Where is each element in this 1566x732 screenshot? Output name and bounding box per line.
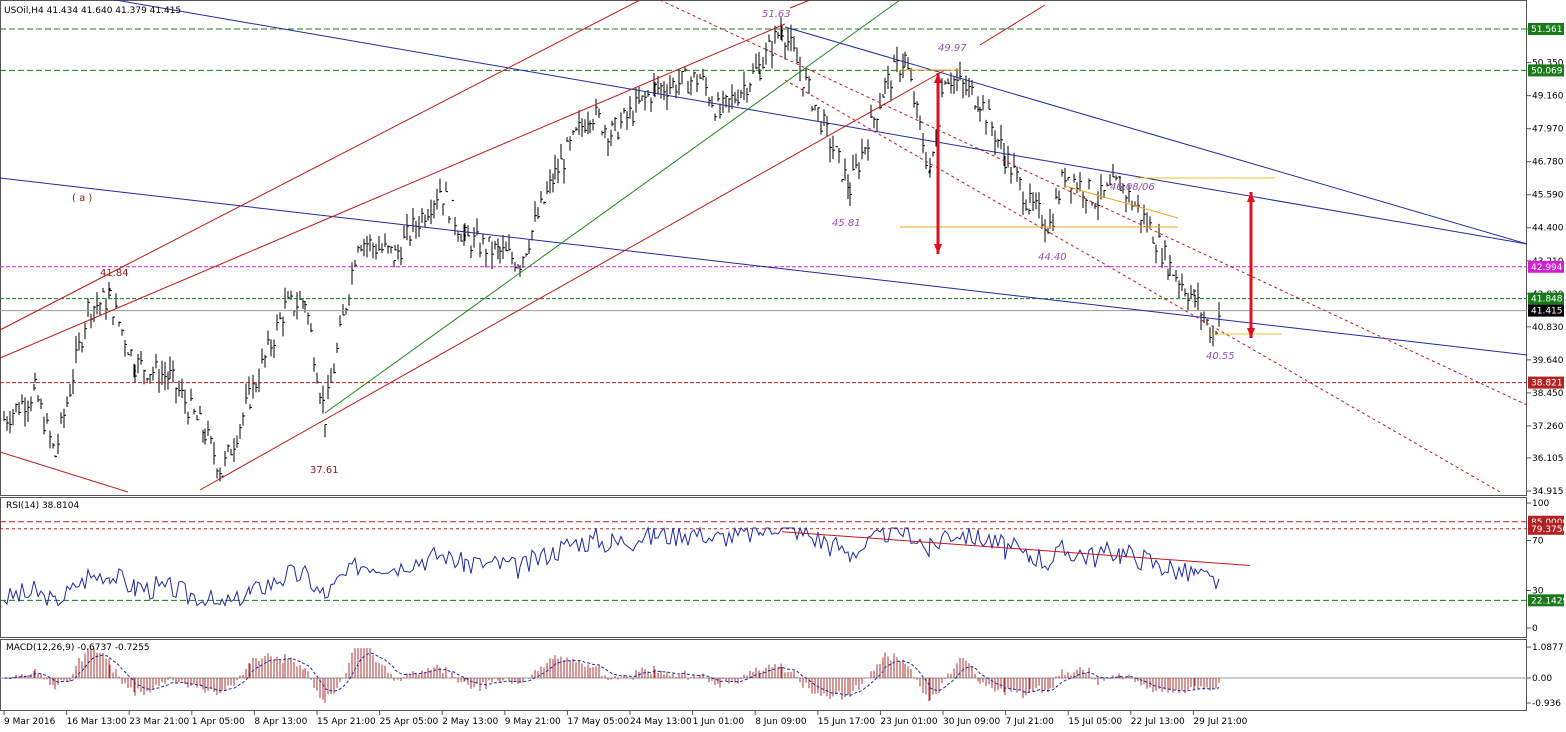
rsi-title: RSI(14) 38.8104	[6, 501, 79, 511]
annotation-37-61: 37.61	[310, 465, 339, 476]
price-tag: 38.821	[1531, 379, 1563, 389]
annotation-45-81: 45.81	[832, 218, 861, 229]
blue-channel-top	[784, 26, 1528, 245]
annotation-51-63: 51.63	[762, 9, 791, 20]
rsi-tag: 79.3750	[1531, 525, 1566, 535]
price-axis-label: 37.260	[1532, 422, 1564, 432]
annotation-46-08: 46.08/06	[1110, 182, 1155, 193]
measure-arrow-left-head-top	[934, 73, 942, 83]
green-trend	[324, 0, 901, 414]
time-axis-label: 23 Jun 01:00	[880, 717, 937, 727]
time-axis-label: 30 Jun 09:00	[943, 717, 1000, 727]
time-axis-label: 9 May 21:00	[505, 717, 561, 727]
rsi-line	[3, 526, 1220, 607]
price-tag: 51.561	[1531, 25, 1563, 35]
red-channel-lower	[199, 69, 946, 491]
price-tag-bg	[1528, 304, 1564, 317]
macd-axis-label: 0.00	[1532, 674, 1552, 684]
time-axis-label: 2 May 13:00	[442, 717, 498, 727]
time-axis-label: 1 Apr 05:00	[192, 717, 245, 727]
measure-arrow-right-head-bottom	[1247, 328, 1255, 338]
rsi-tag-bg	[1528, 594, 1564, 607]
price-tag-bg	[1528, 260, 1564, 273]
time-axis-label: 16 Mar 13:00	[67, 717, 127, 727]
price-axis-label: 49.160	[1532, 92, 1564, 102]
rsi-tag: 22.1429	[1531, 596, 1566, 606]
time-axis-label: 7 Jul 21:00	[1006, 717, 1055, 727]
time-axis-label: 15 Jul 05:00	[1068, 717, 1122, 727]
macd-axis-label: -0.936	[1532, 699, 1561, 709]
rsi-axis-label: 100	[1532, 499, 1549, 509]
rsi-divergence-line	[781, 531, 1251, 566]
orange-diag	[1064, 185, 1179, 219]
rsi-tag: 85.0000	[1531, 518, 1566, 528]
time-axis-label: 29 Jul 21:00	[1193, 717, 1247, 727]
price-tag: 42.994	[1531, 263, 1563, 273]
rsi-tag-bg	[1528, 522, 1564, 535]
red-channel-ext	[979, 4, 1046, 46]
price-axis-label: 46.780	[1532, 158, 1564, 168]
price-tag-bg	[1528, 64, 1564, 77]
rsi-axis-label: 0	[1532, 624, 1538, 634]
macd-title: MACD(12,26,9) -0.6737 -0.7255	[6, 643, 150, 653]
measure-arrow-right-head-top	[1247, 192, 1255, 202]
price-axis-label: 47.970	[1532, 125, 1564, 135]
red-channel-mid	[0, 23, 786, 359]
price-axis-label: 50.350	[1532, 59, 1564, 69]
time-axis-label: 15 Apr 21:00	[317, 717, 376, 727]
macd-signal-line	[3, 652, 1220, 696]
price-axis-label: 38.450	[1532, 389, 1564, 399]
main-price-layer	[0, 0, 1528, 493]
main-title: USOil,H4 41.434 41.640 41.379 41.415	[4, 6, 181, 16]
blue-channel-upper	[112, 0, 1528, 245]
time-axis-label: 23 Mar 21:00	[129, 717, 189, 727]
price-axis-label: 44.400	[1532, 224, 1564, 234]
price-tag-bg	[1528, 376, 1564, 389]
time-axis-label: 8 Jun 09:00	[755, 717, 807, 727]
annotation-40-55: 40.55	[1206, 351, 1235, 362]
price-tag-bg	[1528, 292, 1564, 305]
price-tag: 50.069	[1531, 66, 1563, 76]
axis-layer: 51.561 50.350 49.160 47.970 46.780 45.590 44.4…	[3, 23, 1566, 727]
time-axis-label: 22 Jul 13:00	[1131, 717, 1185, 727]
time-axis-label: 24 May 13:00	[630, 717, 692, 727]
price-bars	[3, 17, 1221, 482]
price-tag: 41.848	[1531, 295, 1563, 305]
price-axis-label: 40.830	[1532, 323, 1564, 333]
annotation-wave-a: ( a )	[72, 193, 92, 204]
annotation-49-97: 49.97	[938, 43, 967, 54]
macd-layer	[0, 648, 1527, 703]
time-axis-label: 25 Apr 05:00	[380, 717, 439, 727]
rsi-axis-label: 70	[1532, 537, 1544, 547]
time-axis-label: 1 Jun 01:00	[693, 717, 745, 727]
price-tag-bg	[1528, 23, 1564, 35]
price-axis-label: 39.640	[1532, 356, 1564, 366]
annotation-41-84: 41.84	[100, 268, 129, 279]
price-axis-label: 34.915	[1532, 487, 1564, 497]
time-axis-label: 17 May 05:00	[567, 717, 629, 727]
rsi-layer	[0, 521, 1527, 607]
price-axis-label: 45.590	[1532, 191, 1564, 201]
rsi-panel[interactable]	[0, 497, 1527, 638]
rsi-axis-label: 30	[1532, 587, 1544, 597]
time-axis-label: 8 Apr 13:00	[254, 717, 307, 727]
price-tag: 41.415	[1531, 307, 1563, 317]
red-channel-base	[0, 451, 129, 493]
macd-axis-label: 1.0877	[1532, 643, 1564, 653]
main-panel[interactable]	[0, 0, 1527, 496]
measure-arrow-left-head-bottom	[934, 244, 942, 254]
red-channel-upper	[0, 0, 641, 331]
price-axis-label: 36.105	[1532, 454, 1564, 464]
red-channel-ext2	[789, 0, 811, 9]
time-axis-label: 9 Mar 2016	[4, 717, 56, 727]
blue-channel-lower	[0, 177, 1528, 356]
annotation-44-40: 44.40	[1038, 252, 1067, 263]
time-axis-label: 15 Jun 17:00	[818, 717, 875, 727]
